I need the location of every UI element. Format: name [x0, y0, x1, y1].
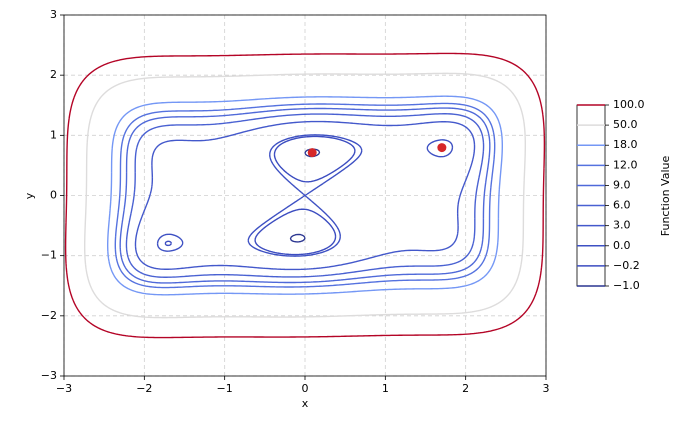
y-axis-label: y	[23, 192, 36, 199]
colorbar-label: Function Value	[659, 156, 672, 237]
contour-line	[106, 95, 504, 296]
colorbar-tick-label: 12.0	[613, 158, 638, 171]
contour-line	[114, 102, 496, 289]
colorbar-tick-label: 100.0	[613, 98, 645, 111]
plot-area	[63, 14, 547, 377]
x-tick-label: 2	[462, 382, 469, 395]
x-tick-label: 1	[382, 382, 389, 395]
y-tick-label: −1	[41, 249, 57, 262]
y-tick-label: 0	[50, 189, 57, 202]
colorbar-tick-label: −1.0	[613, 279, 640, 292]
contour-line	[156, 134, 454, 257]
y-tick-label: 3	[50, 8, 57, 21]
x-tick-label: −3	[56, 382, 72, 395]
contour-line	[83, 72, 527, 319]
x-tick-label: −2	[136, 382, 152, 395]
minimum-point	[437, 143, 447, 153]
y-tick-label: −2	[41, 309, 57, 322]
colorbar-tick-label: 50.0	[613, 118, 638, 131]
contour-line	[134, 120, 476, 271]
minimum-point	[307, 148, 317, 158]
y-tick-label: −3	[41, 369, 57, 382]
colorbar-tick-label: 3.0	[613, 219, 631, 232]
y-tick-label: 2	[50, 68, 57, 81]
colorbar-tick-label: 0.0	[613, 239, 631, 252]
colorbar-tick-label: 9.0	[613, 178, 631, 191]
contour-line	[119, 107, 491, 284]
colorbar-tick-label: 18.0	[613, 138, 638, 151]
x-axis-label: x	[302, 397, 309, 410]
x-tick-label: 0	[302, 382, 309, 395]
x-tick-label: 3	[543, 382, 550, 395]
colorbar-tick-label: 6.0	[613, 199, 631, 212]
contour-line	[125, 113, 485, 278]
colorbar-tick-label: −0.2	[613, 259, 640, 272]
x-tick-label: −1	[217, 382, 233, 395]
contour-line	[64, 52, 546, 339]
y-tick-label: 1	[50, 128, 57, 141]
